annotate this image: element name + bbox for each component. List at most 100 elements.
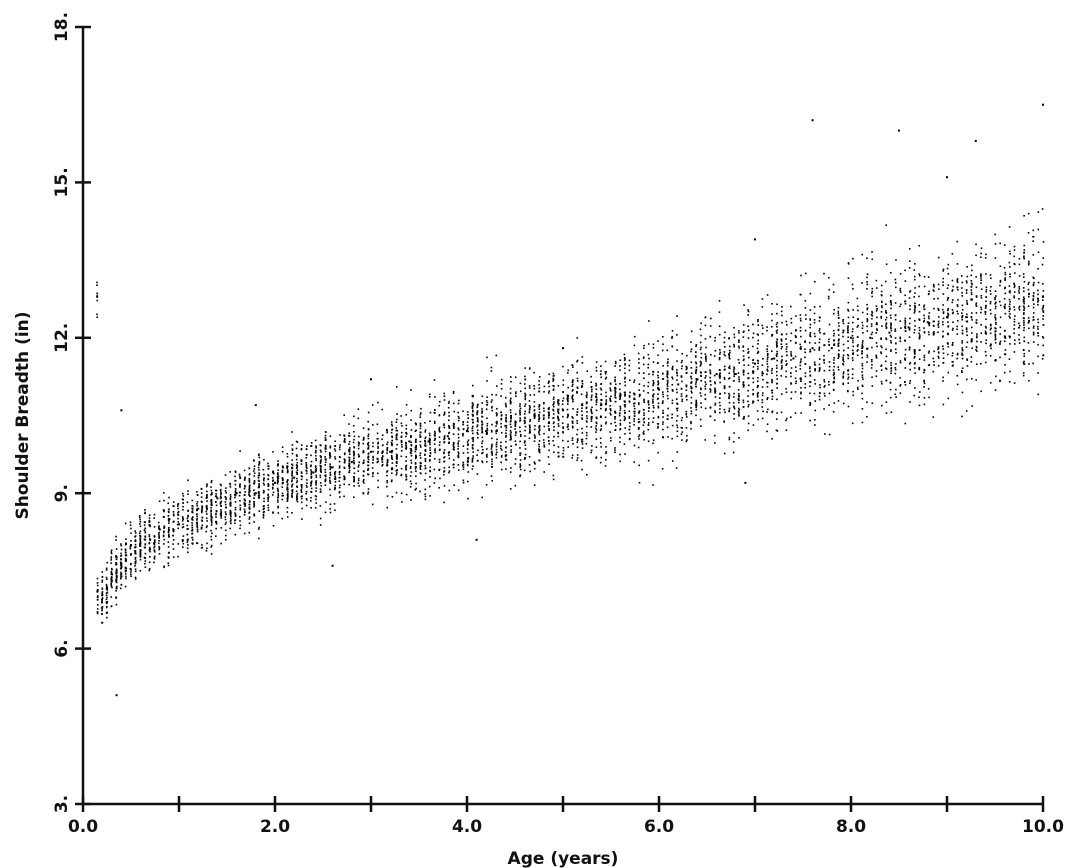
- data-point: [919, 335, 921, 338]
- data-point: [609, 387, 611, 390]
- data-point: [576, 459, 578, 462]
- data-point: [1042, 324, 1045, 326]
- data-point: [728, 337, 730, 339]
- data-point: [200, 492, 203, 494]
- data-point: [580, 404, 583, 407]
- data-point: [671, 335, 674, 338]
- data-point: [828, 361, 831, 363]
- data-point: [158, 540, 160, 542]
- data-point: [529, 394, 532, 396]
- data-point: [1004, 271, 1007, 274]
- data-point: [604, 465, 607, 467]
- data-point: [1022, 296, 1025, 299]
- data-point: [410, 441, 412, 444]
- data-point: [296, 498, 298, 500]
- data-point: [947, 343, 949, 345]
- data-point: [552, 439, 554, 442]
- data-point: [809, 333, 811, 336]
- data-point: [885, 401, 888, 403]
- data-point: [913, 269, 916, 271]
- data-point: [96, 313, 98, 316]
- data-point: [790, 391, 793, 394]
- data-point: [443, 424, 445, 427]
- data-point: [771, 395, 774, 398]
- data-point: [239, 486, 241, 488]
- data-point: [595, 431, 597, 433]
- data-point: [743, 417, 745, 419]
- data-point: [965, 327, 968, 329]
- data-point: [875, 354, 878, 357]
- data-point: [961, 367, 964, 370]
- data-point: [457, 440, 460, 442]
- data-point: [980, 282, 982, 284]
- data-point: [941, 336, 944, 338]
- data-point: [144, 538, 146, 541]
- data-point: [234, 491, 237, 494]
- data-point: [624, 405, 626, 408]
- data-point: [467, 444, 469, 446]
- data-point: [923, 304, 926, 307]
- data-point: [239, 524, 242, 527]
- data-point: [923, 359, 926, 361]
- data-point: [505, 454, 508, 456]
- data-point: [851, 328, 854, 330]
- data-point: [700, 361, 702, 364]
- data-point: [747, 377, 749, 380]
- data-point: [281, 517, 284, 520]
- data-point: [495, 445, 498, 448]
- data-point: [253, 480, 256, 483]
- data-point: [781, 365, 783, 367]
- data-point: [790, 397, 792, 400]
- data-point: [466, 457, 469, 460]
- data-point: [191, 517, 193, 520]
- data-point: [652, 421, 654, 424]
- data-point: [471, 406, 474, 409]
- data-point: [590, 396, 593, 398]
- data-point: [553, 396, 555, 399]
- data-point: [547, 456, 550, 458]
- data-point: [904, 327, 907, 330]
- data-point: [258, 510, 261, 512]
- data-point: [557, 401, 559, 403]
- data-point: [471, 468, 474, 470]
- data-point: [956, 281, 959, 284]
- data-point: [1033, 281, 1035, 284]
- data-point: [157, 533, 160, 535]
- data-point: [942, 335, 944, 337]
- data-point: [885, 348, 887, 351]
- data-point: [894, 393, 897, 396]
- data-point: [144, 552, 147, 555]
- data-point: [101, 571, 104, 573]
- data-point: [700, 402, 702, 404]
- data-point: [148, 535, 151, 538]
- data-point: [676, 379, 678, 381]
- data-point: [652, 373, 654, 376]
- data-point: [833, 365, 836, 368]
- data-point: [652, 381, 655, 384]
- data-point: [590, 411, 593, 413]
- data-point: [315, 474, 317, 477]
- data-point: [348, 453, 351, 455]
- data-point: [1022, 372, 1025, 374]
- data-point: [386, 428, 388, 431]
- data-point: [296, 492, 299, 495]
- data-point: [129, 547, 132, 550]
- data-point: [956, 352, 959, 355]
- data-point: [984, 325, 987, 328]
- data-point: [676, 407, 679, 410]
- data-point: [353, 446, 355, 448]
- data-point: [182, 535, 185, 537]
- data-point: [933, 283, 935, 286]
- data-point: [923, 369, 926, 372]
- data-point: [96, 316, 98, 318]
- data-point: [610, 422, 612, 425]
- data-point: [614, 393, 616, 395]
- data-point: [533, 413, 535, 416]
- data-point: [976, 336, 978, 339]
- data-point: [130, 562, 132, 565]
- data-point: [182, 505, 184, 508]
- data-point: [367, 464, 370, 467]
- data-point: [509, 423, 512, 426]
- data-point: [933, 331, 935, 333]
- data-point: [253, 521, 255, 523]
